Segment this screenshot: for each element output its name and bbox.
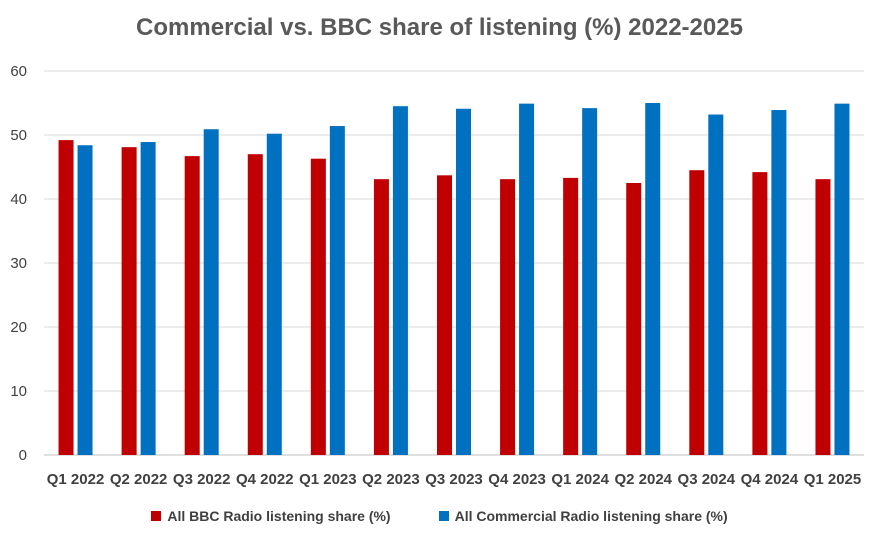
bar-commercial: [203, 129, 219, 456]
bar-bbc: [247, 154, 263, 455]
legend: All BBC Radio listening share (%) All Co…: [0, 508, 879, 524]
y-tick-label: 50: [10, 127, 27, 144]
bar-bbc: [563, 177, 579, 455]
x-tick-label: Q2 2024: [614, 471, 672, 488]
bar-commercial: [456, 108, 471, 455]
x-tick-label: Q4 2023: [488, 471, 546, 488]
y-tick-label: 20: [10, 319, 27, 336]
x-tick-label: Q3 2023: [425, 471, 483, 488]
legend-label-bbc: All BBC Radio listening share (%): [167, 508, 391, 524]
x-axis-ticks: Q1 2022 Q2 2022 Q3 2022 Q4 2022 Q1 2023 Q2 20…: [47, 471, 861, 488]
bar-bbc: [437, 175, 452, 455]
bar-bbc: [626, 183, 642, 455]
bar-commercial: [329, 126, 345, 455]
bar-bbc: [500, 179, 516, 455]
y-tick-label: 0: [19, 447, 27, 464]
gridlines: [44, 70, 864, 456]
bar-bbc: [689, 170, 705, 455]
x-tick-label: Q1 2023: [299, 471, 357, 488]
y-tick-label: 10: [10, 383, 27, 400]
bar-bbc: [815, 179, 831, 455]
bars: [58, 103, 850, 456]
legend-item-bbc: All BBC Radio listening share (%): [151, 508, 391, 524]
bar-commercial: [771, 110, 787, 455]
bar-commercial: [392, 106, 408, 455]
x-tick-label: Q1 2025: [804, 471, 862, 488]
legend-item-commercial: All Commercial Radio listening share (%): [438, 508, 728, 524]
bar-bbc: [58, 140, 74, 455]
x-tick-label: Q1 2024: [551, 471, 609, 488]
x-tick-label: Q4 2022: [236, 471, 294, 488]
bar-commercial: [645, 103, 661, 455]
bar-commercial: [77, 145, 93, 456]
bar-bbc: [373, 179, 389, 455]
bar-bbc: [310, 158, 326, 455]
bar-commercial: [266, 133, 282, 455]
x-tick-label: Q3 2024: [678, 471, 736, 488]
bar-commercial: [519, 103, 535, 455]
legend-swatch-bbc: [151, 511, 162, 521]
bar-commercial: [708, 114, 724, 456]
x-tick-label: Q2 2022: [110, 471, 168, 488]
bar-bbc: [121, 147, 137, 455]
x-tick-label: Q2 2023: [362, 471, 420, 488]
y-tick-label: 60: [10, 63, 27, 80]
bar-bbc: [184, 156, 200, 455]
x-tick-label: Q1 2022: [47, 471, 105, 488]
bar-bbc: [752, 172, 768, 455]
bar-commercial: [582, 108, 598, 456]
y-axis-ticks: 0 10 20 30 40 50 60: [10, 63, 27, 464]
chart-title: Commercial vs. BBC share of listening (%…: [136, 14, 743, 41]
y-tick-label: 30: [10, 255, 27, 272]
x-tick-label: Q4 2024: [741, 471, 799, 488]
bar-commercial: [140, 142, 156, 456]
bar-commercial: [834, 103, 850, 455]
legend-label-commercial: All Commercial Radio listening share (%): [454, 508, 728, 524]
legend-swatch-commercial: [438, 511, 449, 521]
x-tick-label: Q3 2022: [173, 471, 231, 488]
y-tick-label: 40: [10, 191, 27, 208]
